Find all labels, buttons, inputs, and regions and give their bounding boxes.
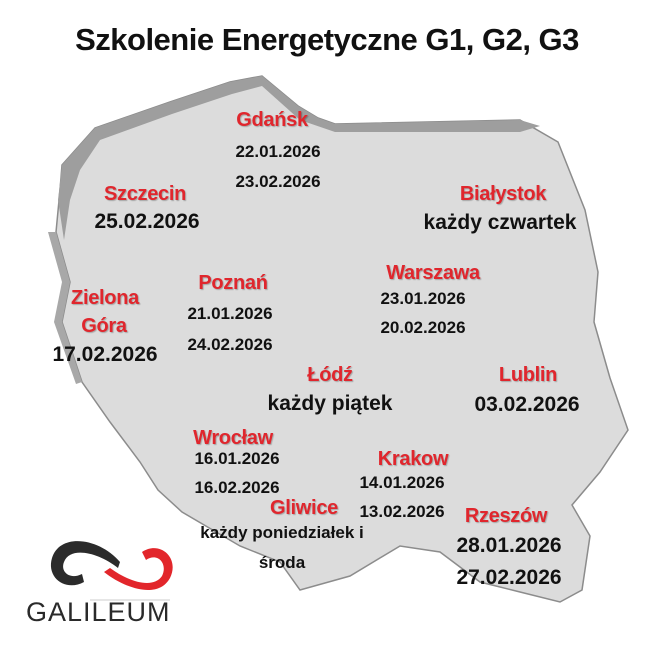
date-lodz: każdy piątek [267, 392, 393, 415]
date-warszawa-1: 23.01.2026 [380, 289, 466, 308]
city-bialystok: Białystok [459, 183, 547, 205]
date-gliwice-1: każdy poniedziałek i [200, 523, 364, 542]
page-title: Szkolenie Energetyczne G1, G2, G3 [75, 22, 579, 57]
date-wroclaw-1: 16.01.2026 [194, 449, 280, 468]
date-gliwice-2: środa [258, 553, 306, 572]
logo-red-loop [104, 548, 173, 591]
date-krakow-2: 13.02.2026 [359, 502, 445, 521]
date-krakow-1: 14.01.2026 [359, 473, 445, 492]
date-poznan-1: 21.01.2026 [187, 304, 273, 323]
date-rzeszow-1: 28.01.2026 [456, 534, 562, 557]
date-gdansk-1: 22.01.2026 [235, 142, 321, 161]
date-poznan-2: 24.02.2026 [187, 335, 273, 354]
date-rzeszow-2: 27.02.2026 [456, 566, 562, 589]
date-warszawa-2: 20.02.2026 [380, 318, 466, 337]
city-gdansk: Gdańsk [236, 109, 308, 131]
poland-outline [55, 75, 629, 603]
date-bialystok: każdy czwartek [423, 211, 577, 234]
city-krakow: Krakow [377, 448, 449, 470]
city-wroclaw: Wrocław [193, 427, 273, 449]
city-rzeszow: Rzeszów [464, 505, 548, 527]
galileum-logo-icon [50, 541, 173, 601]
baltic-coast [58, 76, 540, 240]
date-wroclaw-2: 16.02.2026 [194, 478, 280, 497]
city-poznan: Poznań [198, 272, 268, 294]
date-lublin: 03.02.2026 [474, 393, 580, 416]
city-warszawa: Warszawa [386, 262, 480, 284]
logo-wordmark: GALILEUM [26, 597, 171, 627]
city-lodz: Łódź [307, 364, 353, 386]
date-gdansk-2: 23.02.2026 [235, 172, 321, 191]
date-szczecin: 25.02.2026 [94, 210, 200, 233]
city-zielona-gora-line2: Góra [81, 315, 127, 337]
logo-dark-loop [50, 541, 120, 586]
city-gliwice: Gliwice [270, 497, 338, 519]
city-zielona-gora-line1: Zielona [71, 287, 139, 309]
city-szczecin: Szczecin [103, 183, 187, 205]
date-zielona-gora: 17.02.2026 [52, 343, 158, 366]
city-lublin: Lublin [498, 364, 558, 386]
